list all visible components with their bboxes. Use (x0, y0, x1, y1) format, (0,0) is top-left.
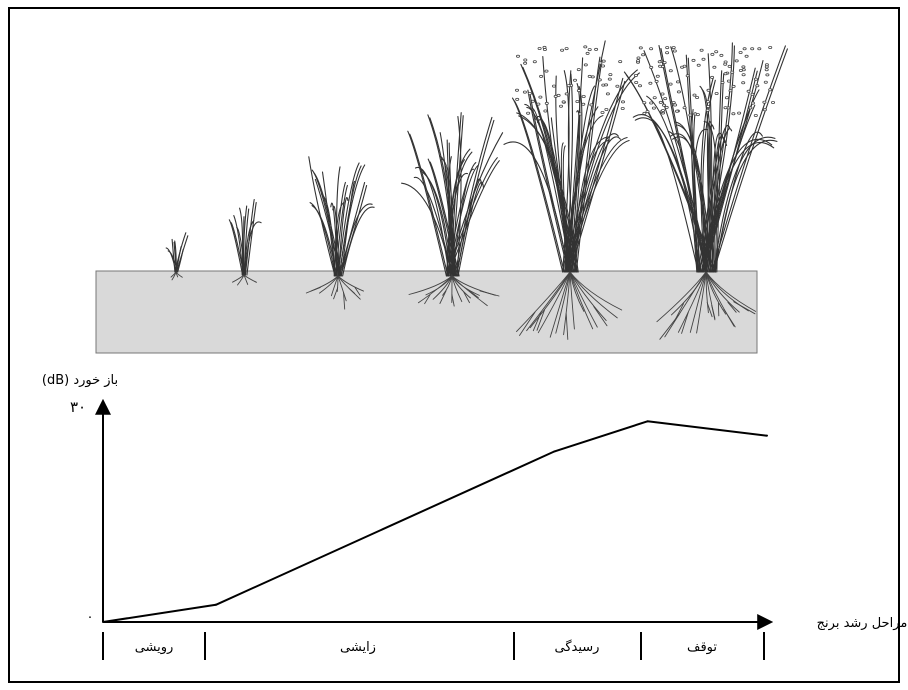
y-axis-label: باز خورد (dB) (42, 373, 118, 388)
rice-plant-ripening (623, 42, 788, 340)
series-point (646, 420, 649, 423)
series-point (214, 603, 217, 606)
y-tick-max: ۳۰ (70, 398, 86, 416)
rice-plant-stem-elongation (305, 156, 375, 310)
rice-plant-flowering (503, 40, 640, 340)
backscatter-series-points (102, 420, 768, 623)
x-axis-label: مراحل رشد برنج (817, 616, 908, 631)
stage-dividers (102, 632, 765, 660)
backscatter-chart: باز خورد (dB) مراحل رشد برنج ۳۰ ۰ رویشی … (42, 373, 907, 660)
stage-label-ripening: رسیدگی (555, 639, 600, 655)
y-tick-zero: ۰ (87, 610, 94, 625)
figure-frame (8, 7, 900, 683)
backscatter-series-line (102, 420, 768, 623)
soil-panel (95, 270, 758, 354)
rice-plants (165, 40, 788, 340)
series-point (766, 434, 768, 437)
stage-label-reproductive: زایشی (340, 640, 376, 655)
series-point (102, 621, 104, 623)
stage-label-dormancy: توقف (687, 640, 717, 655)
series-point (553, 450, 556, 453)
rice-plant-seedling (165, 232, 189, 281)
rice-plant-heading (401, 112, 504, 307)
rice-growth-illustration (95, 40, 788, 354)
stage-label-vegetative: رویشی (135, 640, 174, 655)
rice-plant-tillering (228, 199, 262, 286)
